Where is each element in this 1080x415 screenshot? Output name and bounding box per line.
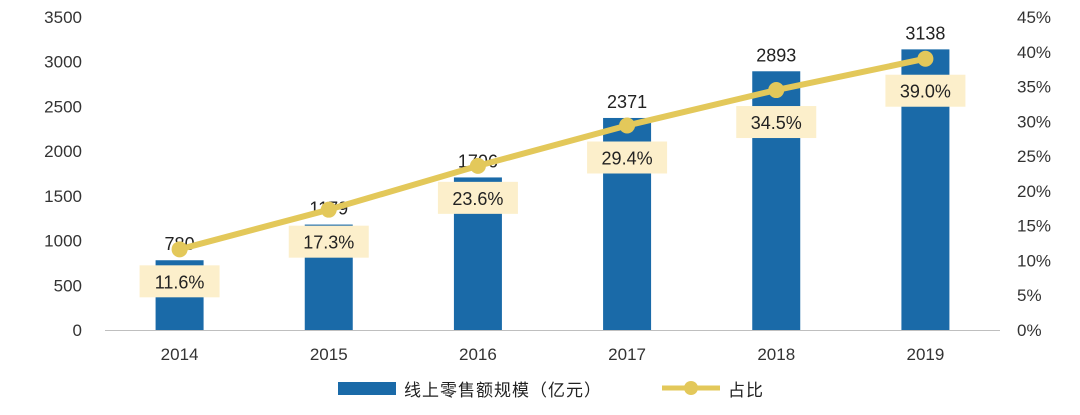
bar-value-label: 2371 (607, 92, 647, 112)
line-value-label: 39.0% (900, 82, 951, 102)
y-right-tick-label: 40% (1017, 43, 1051, 62)
line-value-label: 23.6% (452, 189, 503, 209)
y-left-tick-label: 3000 (44, 53, 82, 72)
y-left-tick-label: 500 (54, 276, 82, 295)
line-value-box (139, 265, 220, 298)
y-right-tick-label: 35% (1017, 78, 1051, 97)
y-right-tick-label: 15% (1017, 217, 1051, 236)
x-tick-label: 2015 (310, 345, 348, 364)
x-tick-label: 2017 (608, 345, 646, 364)
line-marker (171, 241, 188, 258)
x-tick-label: 2014 (161, 345, 199, 364)
bar-value-label: 3138 (905, 23, 945, 43)
legend-bar-label: 线上零售额规模（亿元） (404, 380, 602, 401)
x-tick-label: 2018 (757, 345, 795, 364)
y-left-tick-label: 3500 (44, 8, 82, 27)
legend-line-swatch (662, 381, 720, 395)
line-value-label: 11.6% (155, 272, 205, 292)
y-left-tick-label: 0 (73, 321, 82, 340)
line-series (176, 55, 929, 253)
y-right-tick-label: 30% (1017, 112, 1051, 131)
y-right-tick-label: 0% (1017, 321, 1042, 340)
y-left-tick-label: 2500 (44, 97, 82, 116)
legend-item-bar: 线上零售额规模（亿元） (338, 372, 602, 404)
y-right-tick-label: 45% (1017, 8, 1051, 27)
line-marker (768, 82, 785, 99)
line-value-box (437, 181, 518, 214)
line-marker (320, 201, 337, 218)
bar-value-label: 2893 (756, 45, 796, 65)
x-tick-label: 2016 (459, 345, 497, 364)
line-value-label: 29.4% (602, 149, 653, 169)
y-left-tick-label: 1500 (44, 187, 82, 206)
y-right-tick-label: 10% (1017, 251, 1051, 270)
y-right-tick-label: 25% (1017, 147, 1051, 166)
line-value-box (736, 106, 817, 139)
x-tick-label: 2019 (907, 345, 945, 364)
line-value-label: 17.3% (303, 233, 354, 253)
legend-bar-swatch (338, 381, 396, 395)
line-marker (469, 157, 486, 174)
legend-line-label: 占比 (728, 380, 764, 401)
y-left-tick-label: 1000 (44, 232, 82, 251)
line-marker (619, 117, 636, 134)
line-marker (917, 50, 934, 67)
y-right-tick-label: 5% (1017, 286, 1042, 305)
line-value-box (288, 225, 369, 258)
line-value-label: 34.5% (751, 113, 802, 133)
legend-item-line: 占比 (660, 372, 764, 404)
y-left-tick-label: 2000 (44, 142, 82, 161)
line-value-box (885, 74, 966, 107)
line-value-box (587, 141, 668, 174)
y-right-tick-label: 20% (1017, 182, 1051, 201)
legend: 线上零售额规模（亿元） 占比 (0, 372, 1080, 404)
